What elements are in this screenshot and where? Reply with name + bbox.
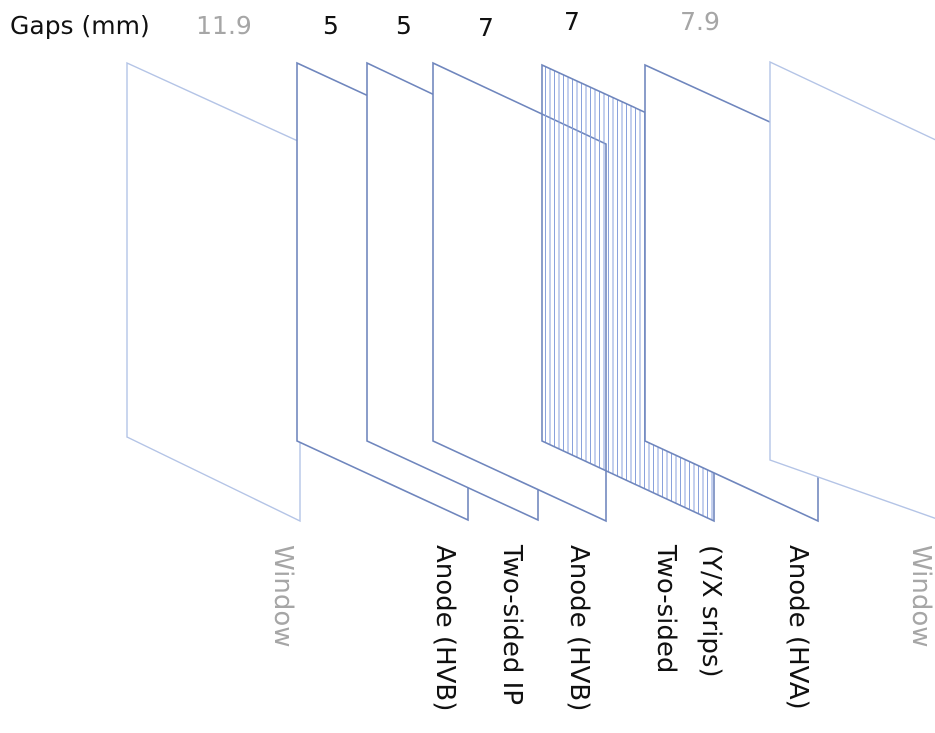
gap-value-6: 7.9 <box>680 7 720 36</box>
plane-1-window <box>126 61 301 523</box>
plane-3-label: Two-sided IP <box>497 544 527 705</box>
gap-value-3: 5 <box>396 11 412 40</box>
gap-value-2: 5 <box>323 11 339 40</box>
plane-2-label: Anode (HVB) <box>430 545 460 711</box>
gap-value-5: 7 <box>564 7 580 36</box>
gaps-title: Gaps (mm) <box>10 11 150 40</box>
gap-value-4: 7 <box>478 13 494 42</box>
gap-row: Gaps (mm) 11.9 5 5 7 7 7.9 <box>10 7 720 42</box>
plane-5-label-line-1: Two-sided <box>651 544 681 673</box>
plane-7-label: Window <box>906 545 935 648</box>
plane-7-window <box>769 60 935 519</box>
gap-value-1: 11.9 <box>196 11 252 40</box>
plane-4-label: Anode (HVB) <box>564 545 594 711</box>
plane-1-label: Window <box>268 545 298 648</box>
plane-5-label-line-2: (Y/X srips) <box>696 545 726 678</box>
labels-layer: Window Anode (HVB) Two-sided IP Anode (HVB)… <box>268 544 935 711</box>
plane-6-label: Anode (HVA) <box>783 545 813 710</box>
planes-layer <box>126 60 935 523</box>
